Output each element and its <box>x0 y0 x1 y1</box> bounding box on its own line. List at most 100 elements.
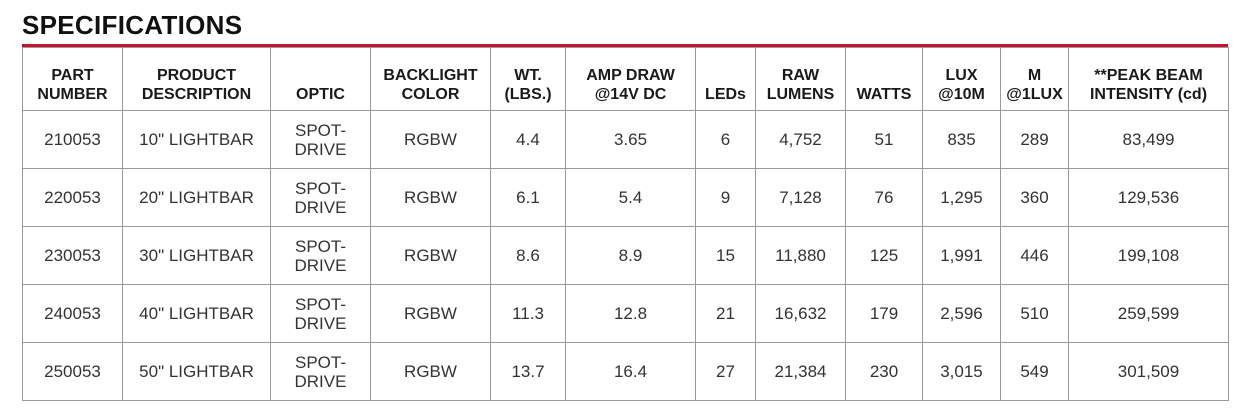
table-cell: 129,536 <box>1068 168 1229 227</box>
table-cell: 76 <box>845 168 923 227</box>
table-cell: 240053 <box>22 284 123 343</box>
title: SPECIFICATIONS <box>22 10 243 40</box>
header-line: @1LUX <box>1006 86 1063 103</box>
title-rule <box>22 44 1228 47</box>
cell-text: 1,295 <box>940 188 983 207</box>
table-cell: 15 <box>695 226 756 285</box>
table-cell: 289 <box>1000 110 1069 169</box>
header-line: (LBS.) <box>504 86 552 103</box>
header-line: LUMENS <box>766 86 835 103</box>
table-cell: 12.8 <box>565 284 696 343</box>
header-line: RAW <box>781 67 820 84</box>
cell-text: 125 <box>869 246 899 265</box>
cell-text: 199,108 <box>1117 246 1180 265</box>
cell-text: 76 <box>874 188 894 207</box>
table-cell: RGBW <box>370 110 491 169</box>
table-cell: 11,880 <box>755 226 846 285</box>
cell-text: RGBW <box>404 304 457 323</box>
spec-table: PART NUMBER PRODUCT DESCRIPTION OPTIC BACKLIG… <box>22 47 1229 401</box>
cell-text: 21 <box>716 304 735 323</box>
column-header: AMP DRAW @14V DC <box>565 47 696 111</box>
cell-text: 13.7 <box>511 362 545 381</box>
table-cell: 11.3 <box>490 284 566 343</box>
header-line: WATTS <box>856 86 912 103</box>
header-line: PRODUCT <box>156 67 237 84</box>
table-cell: 6.1 <box>490 168 566 227</box>
column-header: WATTS <box>845 47 923 111</box>
cell-text: 1,991 <box>940 246 983 265</box>
table-cell: 4.4 <box>490 110 566 169</box>
table-cell: 1,295 <box>922 168 1001 227</box>
table-cell: 21 <box>695 284 756 343</box>
cell-text: SPOT-DRIVE <box>294 236 347 275</box>
cell-text: 6.1 <box>516 188 540 207</box>
table-cell: SPOT-DRIVE <box>270 284 371 343</box>
cell-text: 20" LIGHTBAR <box>139 188 254 207</box>
header-line: NUMBER <box>37 86 108 103</box>
table-cell: 16.4 <box>565 342 696 401</box>
header-line: AMP DRAW <box>586 67 675 84</box>
table-cell: RGBW <box>370 168 491 227</box>
cell-text: RGBW <box>404 188 457 207</box>
cell-text: 8.9 <box>618 246 643 265</box>
cell-text: 230 <box>869 362 899 381</box>
cell-text: 179 <box>869 304 899 323</box>
table-cell: 3.65 <box>565 110 696 169</box>
cell-text: RGBW <box>404 130 457 149</box>
cell-text: 2,596 <box>940 304 983 323</box>
column-header: PART NUMBER <box>22 47 123 111</box>
table-cell: 259,599 <box>1068 284 1229 343</box>
table-cell: 30" LIGHTBAR <box>122 226 271 285</box>
table-head: PART NUMBER PRODUCT DESCRIPTION OPTIC BACKLIG… <box>22 47 1229 111</box>
table-cell: 199,108 <box>1068 226 1229 285</box>
cell-text: 27 <box>716 362 735 381</box>
table-cell: 4,752 <box>755 110 846 169</box>
cell-text: 11.3 <box>512 304 544 323</box>
table-cell: 27 <box>695 342 756 401</box>
cell-text: SPOT-DRIVE <box>294 178 347 217</box>
table-row: 240053 40" LIGHTBAR SPOT-DRIVE RGBW 11.3 12.8… <box>22 284 1229 343</box>
table-cell: 1,991 <box>922 226 1001 285</box>
cell-text: 210053 <box>44 130 101 149</box>
cell-text: 360 <box>1020 188 1049 207</box>
cell-text: SPOT-DRIVE <box>294 352 347 391</box>
header-line: LEDs <box>705 86 746 103</box>
header-line: COLOR <box>401 86 460 103</box>
cell-text: 4.4 <box>516 130 540 149</box>
table-cell: 7,128 <box>755 168 846 227</box>
header-line: WT. <box>514 67 542 84</box>
table-cell: 10" LIGHTBAR <box>122 110 271 169</box>
table-cell: 125 <box>845 226 923 285</box>
cell-text: 446 <box>1020 246 1049 265</box>
column-header: OPTIC <box>270 47 371 111</box>
table-cell: 5.4 <box>565 168 696 227</box>
table-cell: 210053 <box>22 110 123 169</box>
table-cell: 8.9 <box>565 226 696 285</box>
header-line: LUX <box>945 67 978 84</box>
table-cell: RGBW <box>370 284 491 343</box>
table-cell: 40" LIGHTBAR <box>122 284 271 343</box>
table-cell: 9 <box>695 168 756 227</box>
cell-text: 3,015 <box>940 362 983 381</box>
table-cell: RGBW <box>370 342 491 401</box>
cell-text: 8.6 <box>516 246 540 265</box>
column-header: LUX @10M <box>922 47 1001 111</box>
column-header: WT. (LBS.) <box>490 47 566 111</box>
column-header: LEDs <box>695 47 756 111</box>
table-cell: 301,509 <box>1068 342 1229 401</box>
cell-text: 51 <box>874 130 894 149</box>
header-line: OPTIC <box>296 86 345 103</box>
table-cell: 21,384 <box>755 342 846 401</box>
table-cell: SPOT-DRIVE <box>270 110 371 169</box>
cell-text: SPOT-DRIVE <box>294 120 347 159</box>
table-cell: 83,499 <box>1068 110 1229 169</box>
table-cell: 230053 <box>22 226 123 285</box>
table-cell: 51 <box>845 110 923 169</box>
cell-text: 4,752 <box>779 130 822 149</box>
cell-text: 83,499 <box>1122 130 1175 149</box>
header-line: BACKLIGHT <box>383 67 478 84</box>
table-cell: 8.6 <box>490 226 566 285</box>
table-cell: 360 <box>1000 168 1069 227</box>
table-row: 220053 20" LIGHTBAR SPOT-DRIVE RGBW 6.1 5.4 9 7… <box>22 168 1229 227</box>
table-cell: 179 <box>845 284 923 343</box>
